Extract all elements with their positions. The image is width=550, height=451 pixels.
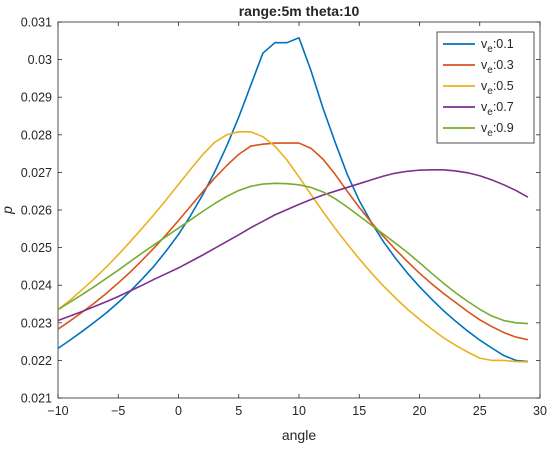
x-axis-label: angle	[282, 427, 316, 443]
legend-label-1: ve:0.1	[481, 37, 514, 55]
series-line-5	[57, 182, 528, 325]
y-tick-label: 0.027	[21, 166, 52, 180]
y-tick-label: 0.031	[21, 16, 52, 30]
x-tick-label: 20	[413, 404, 427, 418]
legend-label-3: ve:0.5	[481, 79, 514, 97]
legend-box	[436, 31, 535, 144]
legend-label-2: ve:0.3	[481, 58, 514, 76]
y-tick-label: 0.025	[21, 241, 52, 255]
chart-title: range:5m theta:10	[239, 3, 360, 19]
x-tick-label: 25	[473, 404, 487, 418]
x-tick-label: −5	[111, 404, 125, 418]
y-axis-label: p	[0, 206, 15, 215]
x-tick-label: 15	[352, 404, 366, 418]
x-tick-label: 10	[292, 404, 306, 418]
series-line-3	[57, 130, 528, 363]
legend-label-5: ve:0.9	[481, 121, 514, 139]
axis-ticks: −10 −5 0 5 10 15 20 25 30 0.021 0.022 0.023 0.024 0.0…	[21, 16, 547, 419]
y-tick-label: 0.023	[21, 316, 52, 330]
x-tick-label: 0	[175, 404, 182, 418]
legend: ve:0.1 ve:0.3 ve:0.5 ve:0.7 ve:0.9	[436, 31, 535, 144]
y-tick-label: 0.022	[21, 354, 52, 368]
legend-label-4: ve:0.7	[481, 100, 514, 118]
x-tick-label: −10	[47, 404, 68, 418]
y-tick-label: 0.021	[21, 392, 52, 406]
y-tick-label: 0.029	[21, 91, 52, 105]
y-tick-label: 0.028	[21, 128, 52, 142]
y-tick-label: 0.026	[21, 204, 52, 218]
x-tick-label: 30	[533, 404, 547, 418]
series-line-4	[57, 168, 529, 322]
series-line-1	[57, 36, 529, 363]
x-tick-label: 5	[235, 404, 242, 418]
y-tick-label: 0.024	[21, 279, 52, 293]
series-line-2	[57, 142, 529, 341]
y-tick-label: 0.03	[28, 53, 52, 67]
